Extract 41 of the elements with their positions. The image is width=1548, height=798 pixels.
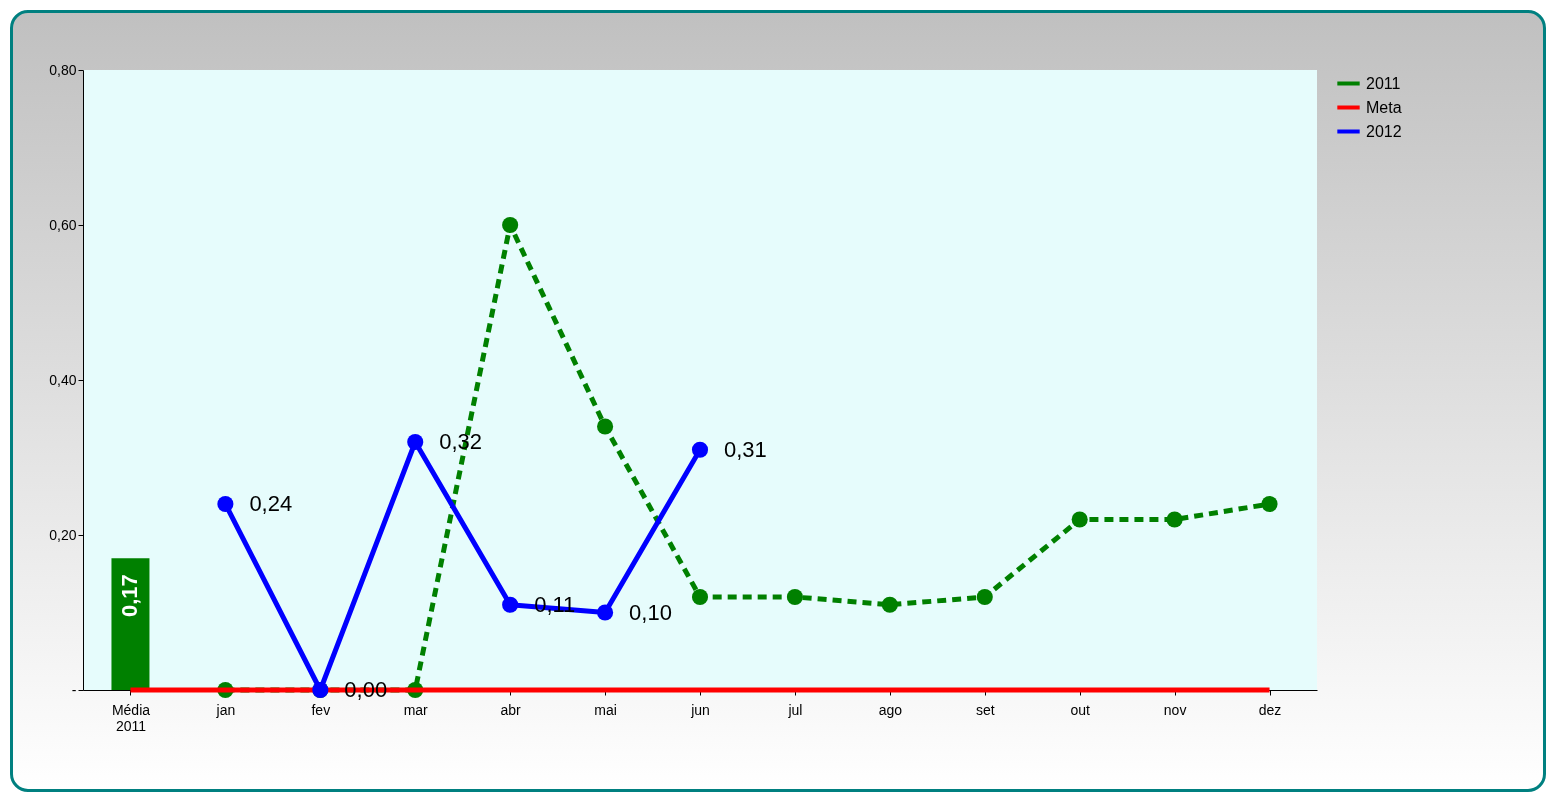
x-tick-label: mai bbox=[594, 701, 617, 718]
x-tick-label: fev bbox=[311, 701, 331, 718]
legend-label: 2012 bbox=[1366, 122, 1402, 140]
legend-label: Meta bbox=[1366, 98, 1402, 116]
x-tick-label: jul bbox=[787, 701, 803, 718]
point bbox=[597, 604, 614, 621]
y-tick-label: 0,20 bbox=[49, 526, 77, 543]
data-label: 0,17 bbox=[117, 574, 143, 618]
legend-label: 2011 bbox=[1366, 74, 1401, 92]
y-tick-label: 0,60 bbox=[49, 216, 77, 233]
x-tick-label: set bbox=[975, 701, 995, 718]
x-tick-label: ago bbox=[878, 701, 903, 718]
x-tick-label: jun bbox=[690, 701, 710, 718]
point bbox=[691, 588, 709, 606]
point bbox=[217, 495, 234, 513]
y-tick-label: 0,80 bbox=[49, 61, 77, 78]
point bbox=[502, 216, 519, 234]
point bbox=[407, 433, 424, 451]
y-tick-label: - bbox=[71, 681, 77, 698]
x-tick-label: Média 2011 bbox=[111, 701, 151, 734]
data-label: 0,31 bbox=[724, 436, 767, 462]
point bbox=[976, 588, 993, 606]
x-tick-label: out bbox=[1070, 701, 1091, 718]
data-label: 0,10 bbox=[629, 599, 672, 625]
x-tick-label: jan bbox=[215, 701, 236, 718]
point bbox=[1166, 511, 1183, 528]
data-label: 0,24 bbox=[249, 491, 293, 516]
point bbox=[786, 588, 803, 606]
x-tick-label: abr bbox=[500, 701, 522, 718]
data-label: 0,32 bbox=[439, 429, 483, 454]
y-tick-label: 0,40 bbox=[49, 371, 77, 388]
point bbox=[597, 418, 614, 435]
point bbox=[1071, 511, 1088, 528]
point bbox=[1261, 495, 1278, 513]
x-tick-label: mar bbox=[403, 701, 429, 718]
x-tick-label: dez bbox=[1258, 701, 1282, 718]
point bbox=[881, 596, 898, 613]
point bbox=[502, 596, 519, 613]
x-tick-label: nov bbox=[1163, 701, 1187, 718]
point bbox=[691, 441, 709, 458]
data-label: 0,00 bbox=[344, 677, 388, 702]
